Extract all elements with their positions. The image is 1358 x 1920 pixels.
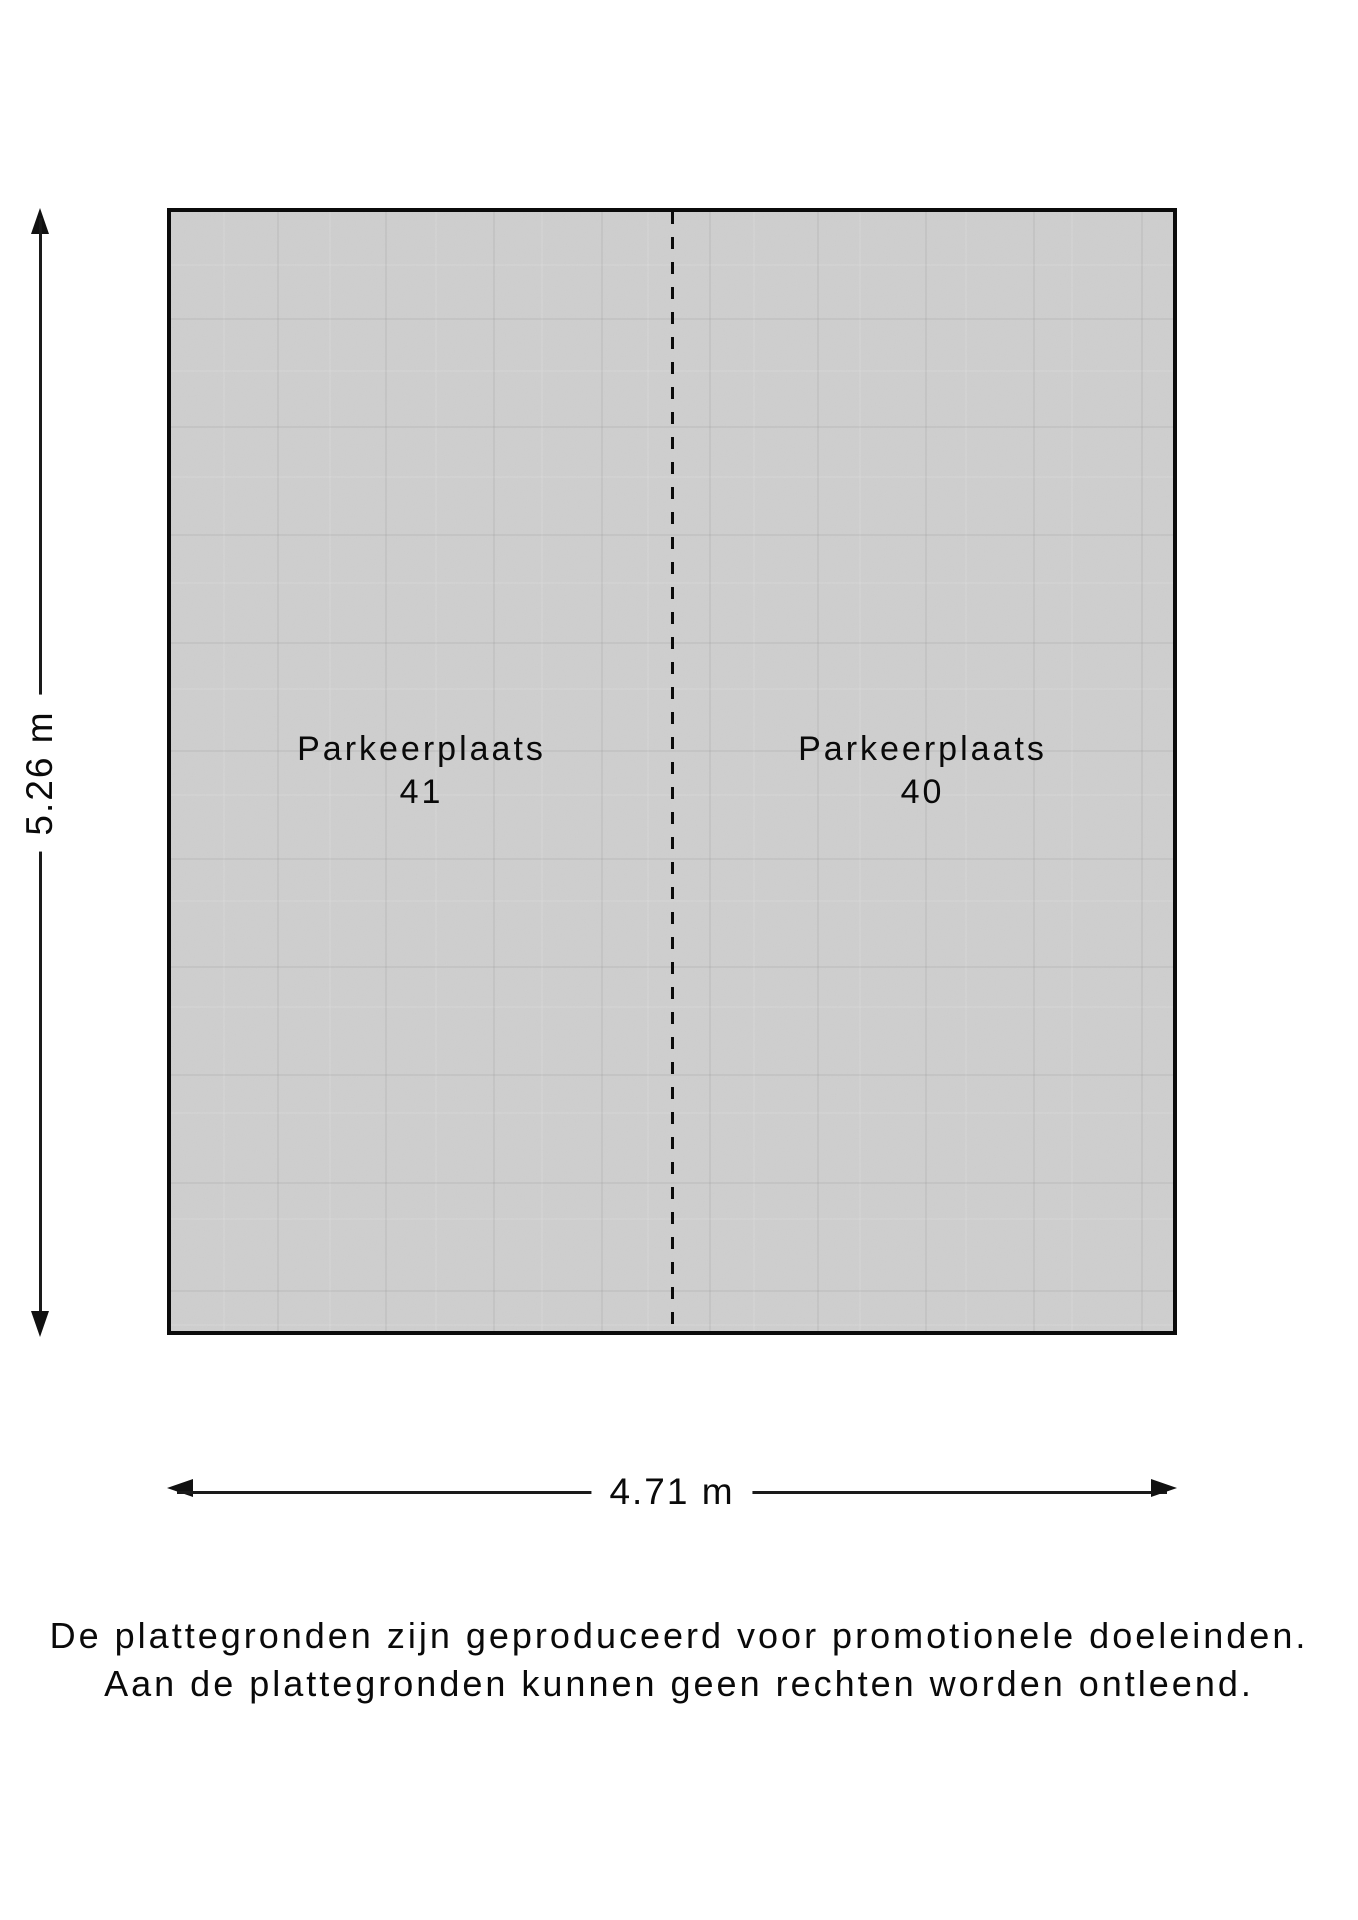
disclaimer-text: De plattegronden zijn geproduceerd voor … [0, 1612, 1358, 1708]
parking-space-41-number: 41 [399, 773, 444, 811]
disclaimer-line-2: Aan de plattegronden kunnen geen rechten… [104, 1663, 1254, 1704]
height-dimension-label: 5.26 m [19, 693, 61, 852]
arrow-left-icon [167, 1479, 193, 1497]
parking-space-40-number: 40 [900, 773, 945, 811]
width-dimension-label: 4.71 m [591, 1471, 753, 1513]
parking-divider-dashed-line [670, 212, 674, 1331]
arrow-right-icon [1151, 1479, 1177, 1497]
height-dimension: 5.26 m [10, 208, 70, 1337]
parking-space-40: Parkeerplaats 40 [672, 728, 1173, 814]
parking-space-41-label: Parkeerplaats [297, 730, 546, 768]
arrow-down-icon [31, 1311, 49, 1337]
parking-space-40-label: Parkeerplaats [798, 730, 1047, 768]
width-dimension: 4.71 m [167, 1464, 1177, 1520]
parking-plan: Parkeerplaats 41 Parkeerplaats 40 [167, 208, 1177, 1335]
disclaimer-line-1: De plattegronden zijn geproduceerd voor … [49, 1615, 1309, 1656]
parking-space-41: Parkeerplaats 41 [171, 728, 672, 814]
